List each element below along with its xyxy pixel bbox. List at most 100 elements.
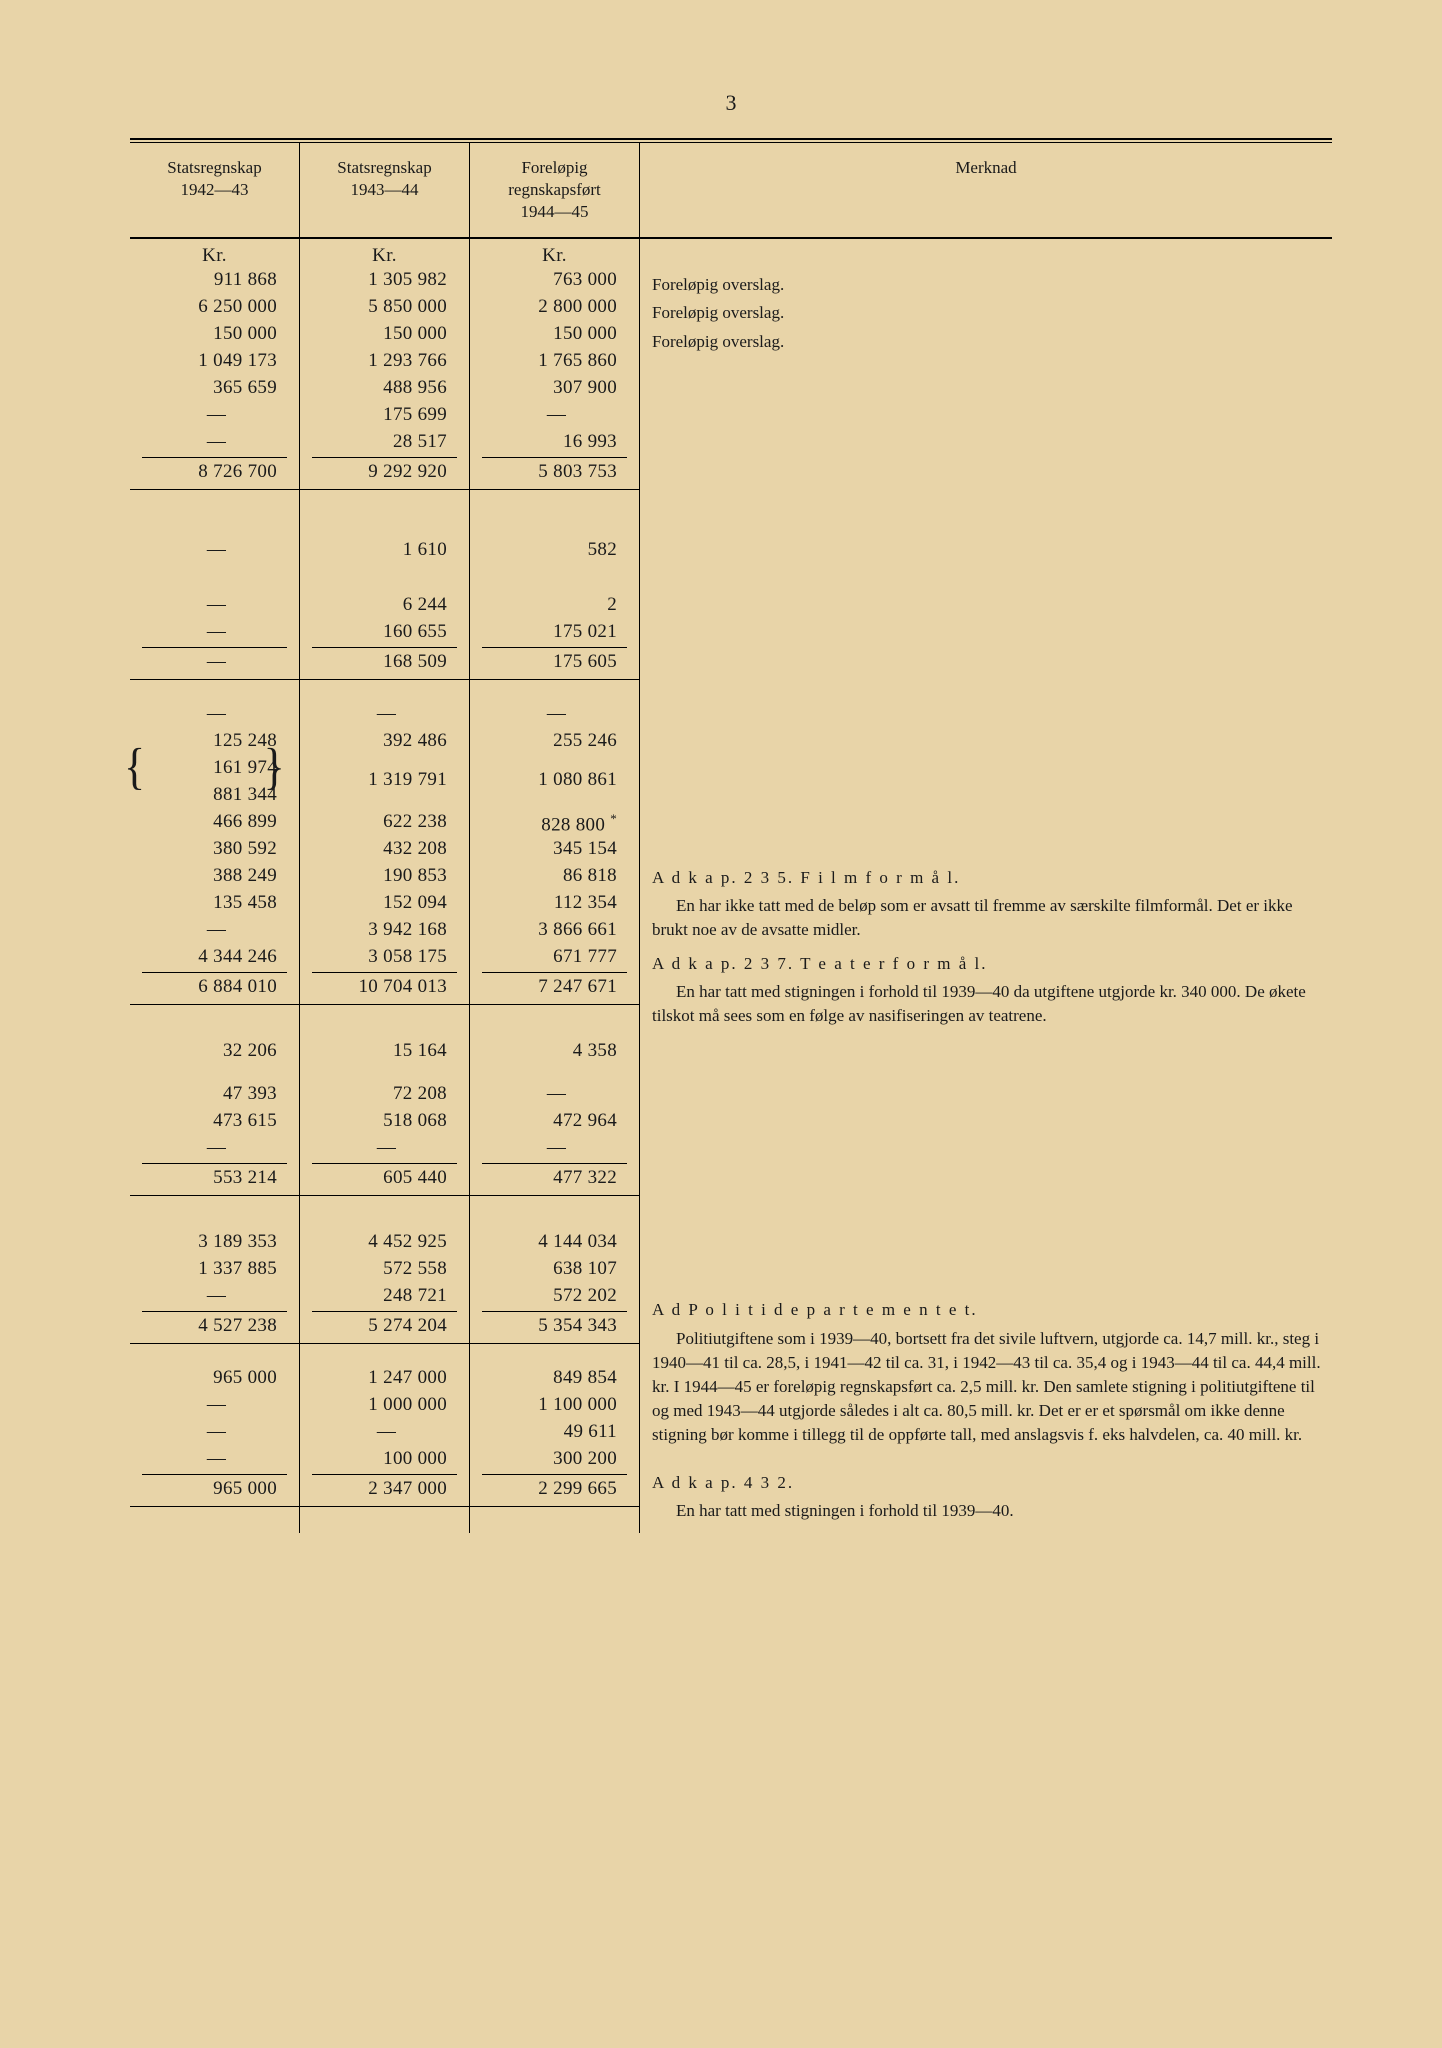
value: 4 358: [470, 1037, 639, 1064]
section-rule: [300, 1506, 469, 1507]
section-rule: [300, 1343, 469, 1344]
value: —: [130, 536, 299, 563]
value: 248 721: [300, 1282, 469, 1309]
value: —: [130, 1418, 299, 1445]
note-title: A d k a p. 4 3 2.: [652, 1471, 1332, 1495]
value: 572 558: [300, 1255, 469, 1282]
value: 1 610: [300, 536, 469, 563]
value: 49 611: [470, 1418, 639, 1445]
value: —: [470, 401, 639, 428]
value: —: [130, 1282, 299, 1309]
value: —: [130, 700, 299, 727]
value: 518 068: [300, 1107, 469, 1134]
header-col2: Statsregnskap1943—44: [300, 143, 470, 237]
num-col-3: Kr. 763 000 2 800 000 150 000 1 765 860 …: [470, 239, 640, 1533]
value: 388 249: [130, 862, 299, 889]
value: 392 486: [300, 727, 469, 754]
subtotal: 6 884 010: [130, 973, 299, 1000]
subtotal: 10 704 013: [300, 973, 469, 1000]
section-rule: [300, 679, 469, 680]
value: 300 200: [470, 1445, 639, 1472]
subtotal: 168 509: [300, 648, 469, 675]
value: 1 049 173: [130, 347, 299, 374]
value: 16 993: [470, 428, 639, 455]
value: 135 458: [130, 889, 299, 916]
value: —: [130, 591, 299, 618]
section-rule: [470, 1343, 639, 1344]
note-body: En har tatt med stigningen i forhold til…: [652, 980, 1332, 1028]
column-headers: Statsregnskap1942—43 Statsregnskap1943—4…: [130, 143, 1332, 238]
value: —: [470, 700, 639, 727]
value: 2 800 000: [470, 293, 639, 320]
section-rule: [300, 1004, 469, 1005]
note-body: En har ikke tatt med de beløp som er avs…: [652, 894, 1332, 942]
note-body: Politiutgiftene som i 1939—40, bortsett …: [652, 1327, 1332, 1448]
section-rule: [130, 1506, 299, 1507]
subtotal: 5 803 753: [470, 458, 639, 485]
value: 150 000: [300, 320, 469, 347]
value: 432 208: [300, 835, 469, 862]
value: 32 206: [130, 1037, 299, 1064]
value: 472 964: [470, 1107, 639, 1134]
note-title: A d P o l i t i d e p a r t e m e n t e …: [652, 1298, 1332, 1322]
value: 112 354: [470, 889, 639, 916]
value: —: [130, 401, 299, 428]
subtotal: 2 347 000: [300, 1475, 469, 1502]
value: 345 154: [470, 835, 639, 862]
section-rule: [130, 1004, 299, 1005]
value: 365 659: [130, 374, 299, 401]
value: 5 850 000: [300, 293, 469, 320]
subtotal: 5 354 343: [470, 1312, 639, 1339]
table-body: Kr. 911 868 6 250 000 150 000 1 049 173 …: [130, 239, 1332, 1533]
value: 160 655: [300, 618, 469, 645]
value: 1 305 982: [300, 266, 469, 293]
value: 572 202: [470, 1282, 639, 1309]
value: 175 699: [300, 401, 469, 428]
section-rule: [130, 679, 299, 680]
subtotal: 8 726 700: [130, 458, 299, 485]
value: 671 777: [470, 943, 639, 970]
subtotal: 965 000: [130, 1475, 299, 1502]
value: 1 247 000: [300, 1364, 469, 1391]
value: 190 853: [300, 862, 469, 889]
unit-label: Kr.: [300, 239, 469, 266]
note-body: En har tatt med stigningen i forhold til…: [652, 1499, 1332, 1523]
num-col-2: Kr. 1 305 982 5 850 000 150 000 1 293 76…: [300, 239, 470, 1533]
value: 1 000 000: [300, 1391, 469, 1418]
value: —: [470, 1080, 639, 1107]
note-block-politi: A d P o l i t i d e p a r t e m e n t e …: [652, 1298, 1332, 1447]
right-brace-icon: }: [264, 752, 285, 782]
value: 2: [470, 591, 639, 618]
note-text: Foreløpig overslag.: [652, 330, 1332, 354]
section-rule: [470, 679, 639, 680]
left-brace-icon: {: [124, 752, 145, 782]
value: 86 818: [470, 862, 639, 889]
value: —: [300, 1134, 469, 1161]
value: 150 000: [130, 320, 299, 347]
num-col-1: Kr. 911 868 6 250 000 150 000 1 049 173 …: [130, 239, 300, 1533]
value: 1 765 860: [470, 347, 639, 374]
value: 4 344 246: [130, 943, 299, 970]
value: 582: [470, 536, 639, 563]
value: 3 058 175: [300, 943, 469, 970]
numeric-columns: Kr. 911 868 6 250 000 150 000 1 049 173 …: [130, 239, 640, 1533]
subtotal: 605 440: [300, 1164, 469, 1191]
value: 473 615: [130, 1107, 299, 1134]
value: 488 956: [300, 374, 469, 401]
value: —: [130, 1445, 299, 1472]
note-block-kap235: A d k a p. 2 3 5. F i l m f o r m å l. E…: [652, 866, 1332, 942]
value: 3 942 168: [300, 916, 469, 943]
value: 1 293 766: [300, 347, 469, 374]
subtotal: 5 274 204: [300, 1312, 469, 1339]
value: 15 164: [300, 1037, 469, 1064]
value: 965 000: [130, 1364, 299, 1391]
section-rule: [130, 1195, 299, 1196]
value: 3 189 353: [130, 1228, 299, 1255]
section-rule: [470, 1195, 639, 1196]
section-rule: [470, 1004, 639, 1005]
value: 1 319 791: [300, 754, 469, 808]
value: —: [300, 700, 469, 727]
value: 175 021: [470, 618, 639, 645]
asterisk-icon: *: [610, 811, 617, 826]
value: 47 393: [130, 1080, 299, 1107]
